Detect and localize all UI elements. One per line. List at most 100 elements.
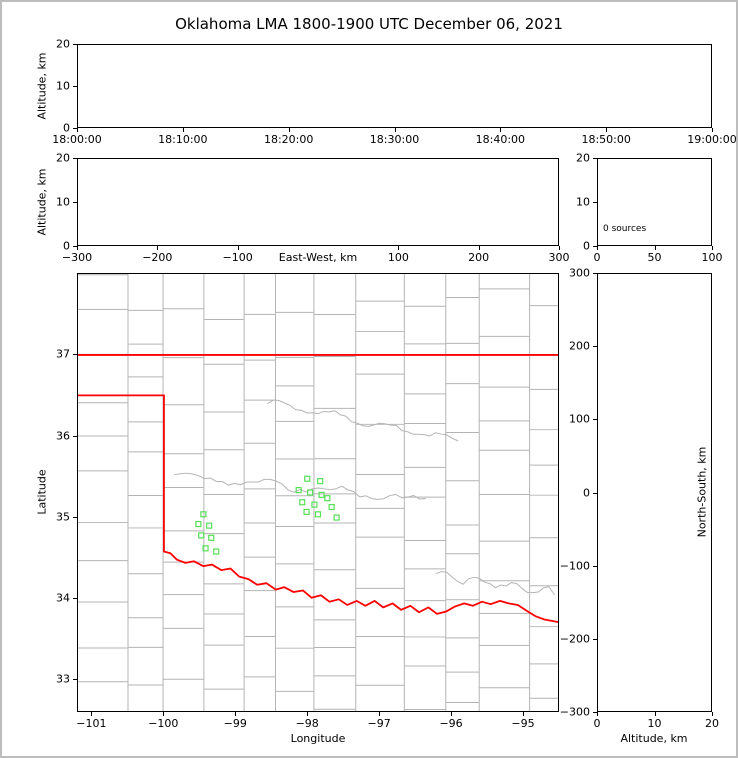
x-tick-mark — [500, 128, 502, 132]
y-tick-label: 0 — [63, 121, 70, 135]
x-tick-label: 10 — [647, 717, 662, 730]
y-tick-mark — [73, 516, 77, 518]
y-tick-label: 0 — [583, 486, 590, 499]
y-tick-mark — [593, 492, 597, 494]
river-boundary — [267, 399, 459, 442]
y-tick-label: 20 — [576, 151, 590, 165]
x-tick-label: 300 — [548, 251, 570, 264]
y-tick-mark — [593, 246, 597, 247]
y-tick-mark — [73, 86, 77, 87]
river-boundary — [174, 472, 426, 500]
x-tick-mark — [77, 246, 78, 250]
lma-station-marker — [213, 548, 220, 555]
y-tick-mark — [593, 158, 597, 159]
x-tick-label: 18:20:00 — [263, 133, 314, 146]
figure-title: Oklahoma LMA 1800-1900 UTC December 06, … — [175, 15, 563, 33]
x-tick-mark — [307, 712, 309, 716]
x-tick-label: 18:00:00 — [52, 133, 102, 146]
x-tick-mark — [654, 246, 656, 250]
x-tick-label: 20 — [705, 717, 719, 730]
sources-count-annotation: 0 sources — [603, 224, 647, 234]
lma-station-marker — [324, 495, 331, 502]
county-lines — [78, 274, 558, 711]
y-tick-mark — [593, 202, 597, 203]
y-tick-mark — [73, 435, 77, 437]
x-tick-label: 200 — [468, 251, 490, 264]
x-tick-mark — [163, 712, 165, 716]
x-tick-mark — [77, 128, 78, 132]
ns-panel-ylabel: North-South, km — [695, 446, 709, 538]
y-tick-label: 20 — [56, 151, 70, 165]
river-boundary — [435, 571, 555, 596]
lma-station-marker — [317, 478, 324, 485]
y-tick-mark — [73, 354, 77, 356]
x-tick-label: −101 — [76, 717, 107, 730]
x-tick-label: 18:40:00 — [475, 133, 526, 146]
ew-panel-ylabel: Altitude, km — [35, 168, 49, 236]
x-tick-label: −200 — [142, 251, 173, 264]
y-tick-label: −200 — [559, 632, 590, 646]
y-tick-mark — [73, 202, 77, 203]
east-west-height-panel — [77, 158, 559, 246]
x-tick-label: 18:50:00 — [581, 133, 631, 146]
x-tick-mark — [237, 246, 239, 250]
x-tick-mark — [597, 246, 598, 250]
y-tick-mark — [73, 246, 77, 247]
y-tick-label: 35 — [56, 510, 70, 524]
y-tick-mark — [593, 346, 597, 348]
y-tick-mark — [593, 638, 597, 640]
y-tick-label: 100 — [569, 412, 590, 426]
y-tick-label: 20 — [56, 37, 70, 51]
x-tick-label: 0 — [593, 717, 601, 730]
lma-stations — [195, 475, 340, 555]
y-tick-mark — [593, 712, 597, 713]
x-tick-mark — [712, 712, 713, 716]
x-tick-mark — [478, 246, 480, 250]
lma-station-marker — [303, 508, 310, 515]
lma-station-marker — [314, 511, 322, 518]
lma-station-marker — [304, 475, 311, 482]
x-tick-label: −99 — [223, 717, 247, 730]
map-canvas — [78, 274, 558, 711]
y-tick-label: 37 — [56, 347, 70, 361]
y-tick-mark — [593, 565, 597, 567]
lma-station-marker — [202, 545, 209, 552]
x-tick-mark — [235, 712, 237, 716]
x-tick-label: −100 — [222, 251, 253, 264]
y-tick-mark — [73, 679, 77, 681]
y-tick-mark — [73, 44, 77, 45]
time-panel-ylabel: Altitude, km — [35, 52, 49, 120]
lma-station-marker — [307, 489, 314, 496]
x-tick-label: −300 — [61, 251, 93, 264]
y-tick-label: 10 — [56, 79, 70, 93]
x-tick-mark — [597, 712, 598, 716]
x-tick-label: 19:00:00 — [687, 133, 737, 146]
x-tick-mark — [398, 246, 400, 250]
x-tick-label: 0 — [593, 251, 601, 264]
x-tick-mark — [523, 712, 525, 716]
y-tick-label: 0 — [583, 239, 590, 253]
y-tick-label: 10 — [576, 195, 590, 209]
y-tick-label: 200 — [569, 339, 590, 353]
y-tick-label: 36 — [56, 429, 70, 443]
x-tick-mark — [451, 712, 453, 716]
x-tick-mark — [712, 128, 713, 132]
lma-station-marker — [295, 487, 302, 494]
x-tick-label: −95 — [511, 717, 535, 730]
y-tick-label: 10 — [56, 195, 70, 209]
x-tick-mark — [157, 246, 159, 250]
lma-station-marker — [198, 532, 205, 539]
y-tick-mark — [73, 128, 77, 129]
ew-panel-xlabel: East-West, km — [278, 251, 358, 264]
lma-station-marker — [318, 491, 325, 498]
y-tick-mark — [593, 419, 597, 421]
lma-station-marker — [328, 503, 335, 511]
x-tick-label: 100 — [701, 251, 723, 264]
lma-station-marker — [206, 522, 213, 529]
y-tick-mark — [593, 273, 597, 274]
lma-station-marker — [195, 520, 202, 528]
x-tick-label: −96 — [439, 717, 463, 730]
x-tick-label: 50 — [647, 251, 662, 264]
ns-panel-xlabel: Altitude, km — [620, 732, 688, 745]
x-tick-label: −97 — [367, 717, 391, 730]
